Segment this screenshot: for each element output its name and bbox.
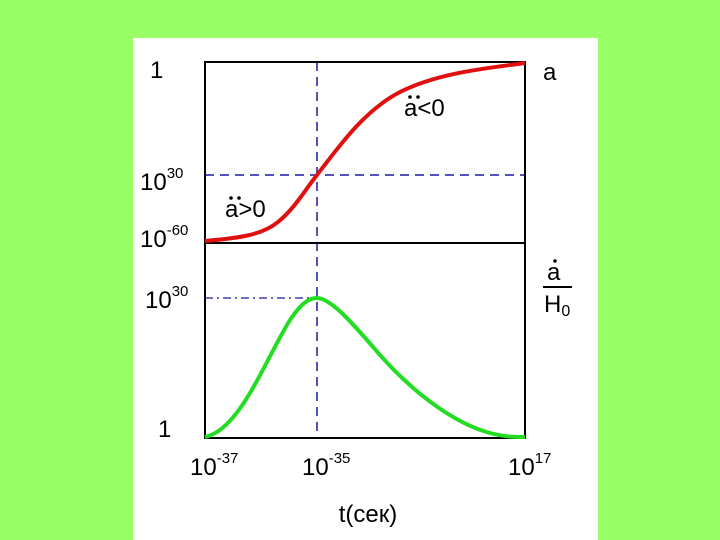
exponent: -37 bbox=[217, 450, 239, 467]
annotation-text: <0 bbox=[417, 95, 444, 122]
x-label: 10-35 bbox=[302, 450, 350, 481]
dot bbox=[553, 259, 557, 263]
dot bbox=[229, 196, 233, 200]
y-label: 1030 bbox=[145, 283, 188, 314]
dot bbox=[408, 95, 412, 99]
subscript: 0 bbox=[561, 303, 570, 320]
dot bbox=[416, 95, 420, 99]
denominator: H bbox=[544, 291, 561, 318]
fraction-numerator: a bbox=[547, 259, 561, 286]
annotation-text: >0 bbox=[238, 196, 265, 223]
x-label: 10-37 bbox=[190, 450, 238, 481]
base: 10 bbox=[190, 454, 217, 481]
expansion-rate-curve bbox=[204, 295, 526, 439]
y-label: 10-60 bbox=[140, 222, 188, 253]
exponent: 30 bbox=[172, 283, 189, 300]
exponent: -35 bbox=[329, 450, 351, 467]
base: 10 bbox=[145, 287, 172, 314]
dot bbox=[237, 196, 241, 200]
base: 10 bbox=[508, 454, 535, 481]
curve-label: a bbox=[543, 59, 557, 86]
scale-factor-curve bbox=[204, 61, 526, 243]
y-label: 1 bbox=[150, 57, 163, 84]
annotation: a<0 bbox=[404, 95, 445, 122]
base: 10 bbox=[140, 169, 167, 196]
x-label: 1017 bbox=[508, 450, 551, 481]
base: 10 bbox=[140, 226, 167, 253]
plot-frame bbox=[204, 61, 526, 439]
x-axis-title: t(сек) bbox=[339, 501, 398, 528]
fraction-denominator: H0 bbox=[544, 291, 570, 320]
y-label: 1030 bbox=[140, 165, 183, 196]
exponent: 30 bbox=[167, 165, 184, 182]
y-label: 1 bbox=[158, 416, 171, 443]
exponent: -60 bbox=[167, 222, 189, 239]
base: 10 bbox=[302, 454, 329, 481]
panel-background bbox=[133, 38, 598, 540]
exponent: 17 bbox=[535, 450, 552, 467]
annotation: a>0 bbox=[225, 196, 266, 223]
